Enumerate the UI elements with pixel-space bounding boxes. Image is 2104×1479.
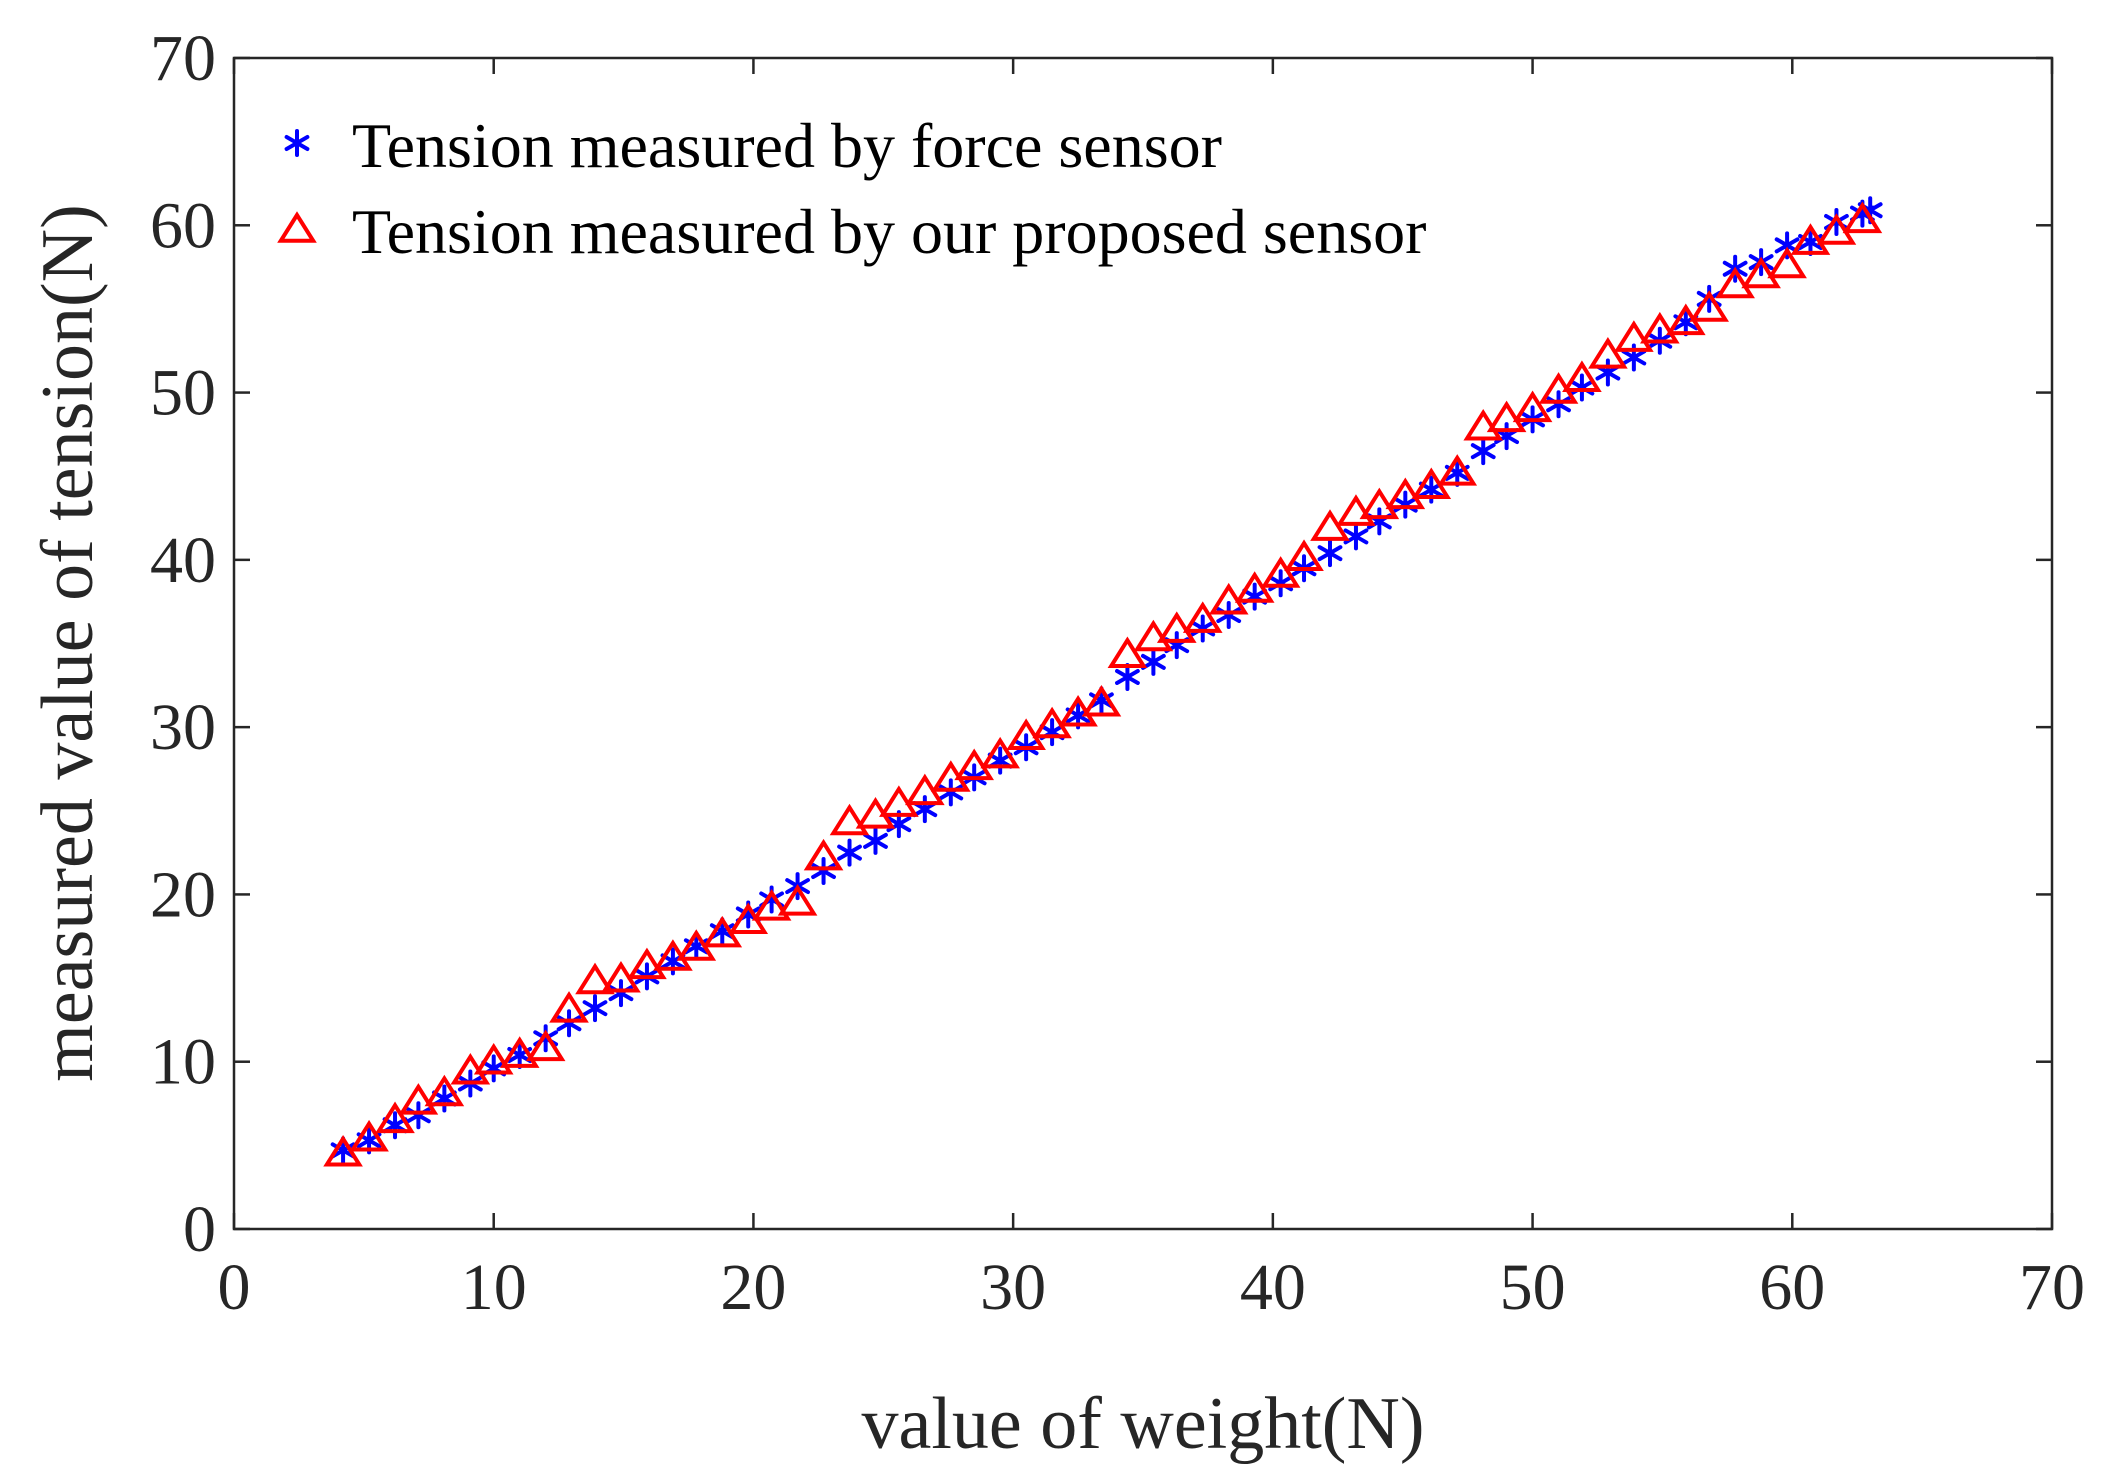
y-tick-label: 0 — [183, 1193, 216, 1266]
proposed-sensor-point — [1359, 487, 1400, 520]
proposed-sensor-point — [473, 1042, 514, 1075]
proposed-sensor-point — [1208, 582, 1249, 615]
proposed-sensor-point — [525, 1029, 566, 1062]
y-tick-label: 30 — [150, 691, 216, 764]
force-sensor-point — [1115, 662, 1140, 691]
proposed-sensor-point — [777, 884, 818, 916]
proposed-sensor-point — [1562, 360, 1602, 392]
legend-triangle-icon — [277, 211, 317, 243]
proposed-sensor-point — [499, 1036, 540, 1068]
proposed-sensor-point — [1614, 320, 1654, 352]
legend: Tension measured by force sensor Tension… — [277, 110, 1426, 267]
y-tick-label: 60 — [150, 189, 216, 262]
proposed-sensor-point — [1767, 246, 1807, 279]
x-tick-label: 40 — [1240, 1251, 1306, 1324]
proposed-sensor-point — [1437, 454, 1478, 486]
legend-label-proposed-sensor: Tension measured by our proposed sensor — [352, 196, 1426, 267]
proposed-sensor-point — [1741, 256, 1781, 289]
force-sensor-point — [582, 994, 608, 1023]
x-tick-label: 20 — [720, 1251, 786, 1324]
proposed-sensor-series — [323, 201, 1883, 1167]
x-tick-label: 30 — [980, 1251, 1046, 1324]
proposed-sensor-point — [1006, 718, 1046, 750]
proposed-sensor-point — [1689, 290, 1729, 322]
proposed-sensor-point — [349, 1119, 389, 1152]
legend-label-force-sensor: Tension measured by force sensor — [352, 110, 1222, 181]
proposed-sensor-point — [1081, 684, 1122, 717]
y-axis: 0 10 20 30 40 50 60 70 — [150, 22, 2052, 1266]
proposed-sensor-point — [980, 736, 1020, 769]
proposed-sensor-point — [424, 1074, 465, 1107]
proposed-sensor-point — [1842, 201, 1883, 234]
y-axis-title: measured value of tension(N) — [27, 204, 109, 1081]
proposed-sensor-point — [1790, 223, 1831, 255]
proposed-sensor-point — [829, 803, 870, 836]
proposed-sensor-point — [1234, 571, 1275, 603]
legend-triangle-mark — [277, 211, 317, 243]
proposed-sensor-point — [1260, 556, 1301, 588]
proposed-sensor-point — [1032, 706, 1072, 739]
proposed-sensor-point — [1486, 400, 1527, 433]
x-tick-label: 70 — [2019, 1251, 2085, 1324]
x-tick-label: 10 — [461, 1251, 527, 1324]
proposed-sensor-point — [1336, 494, 1376, 526]
proposed-sensor-point — [627, 947, 667, 980]
x-axis: 0 10 20 30 40 50 60 70 — [218, 58, 2085, 1324]
legend-asterisk-mark — [284, 129, 310, 157]
x-tick-label: 0 — [218, 1251, 251, 1324]
proposed-sensor-point — [1156, 611, 1197, 643]
x-axis-title: value of weight(N) — [861, 1383, 1424, 1465]
force-sensor-point — [837, 838, 862, 867]
y-tick-label: 40 — [150, 524, 216, 597]
proposed-sensor-point — [1588, 337, 1628, 369]
proposed-sensor-point — [1284, 539, 1324, 571]
proposed-sensor-point — [751, 889, 792, 921]
proposed-sensor-point — [1310, 509, 1350, 541]
proposed-sensor-point — [1385, 477, 1426, 510]
proposed-sensor-point — [1816, 213, 1857, 245]
proposed-sensor-point — [1512, 390, 1553, 423]
y-tick-label: 50 — [150, 357, 216, 430]
proposed-sensor-point — [1107, 636, 1148, 669]
x-tick-label: 60 — [1759, 1251, 1825, 1324]
y-tick-label: 70 — [150, 22, 216, 95]
force-sensor-point — [1317, 539, 1343, 568]
proposed-sensor-point — [803, 838, 844, 871]
x-tick-label: 50 — [1500, 1251, 1566, 1324]
force-sensor-point — [1140, 647, 1166, 676]
legend-asterisk-icon — [284, 129, 310, 157]
proposed-sensor-point — [879, 785, 919, 817]
y-tick-label: 10 — [150, 1026, 216, 1099]
proposed-sensor-point — [575, 962, 615, 995]
plot-area-border — [232, 56, 2054, 1231]
y-tick-label: 20 — [150, 858, 216, 931]
proposed-sensor-point — [398, 1083, 439, 1115]
proposed-sensor-point — [1182, 601, 1223, 633]
force-sensor-point — [863, 826, 888, 855]
proposed-sensor-point — [1640, 311, 1680, 344]
proposed-sensor-point — [323, 1134, 363, 1167]
proposed-sensor-point — [954, 748, 995, 781]
proposed-sensor-point — [1715, 266, 1755, 299]
proposed-sensor-point — [549, 991, 589, 1023]
force-sensor-point — [1470, 437, 1496, 466]
proposed-sensor-point — [375, 1101, 415, 1134]
